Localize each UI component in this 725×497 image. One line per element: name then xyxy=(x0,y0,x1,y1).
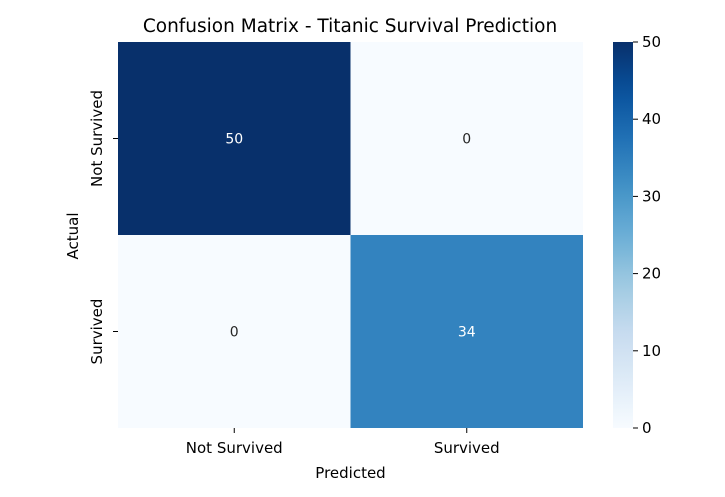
y-axis: Not Survived Survived xyxy=(88,90,118,364)
cell-value-label: 34 xyxy=(458,325,476,341)
cell-value-label: 0 xyxy=(462,132,471,148)
colorbar-gradient xyxy=(613,42,633,428)
heatmap-cell xyxy=(350,42,583,235)
colorbar-tick-label: 50 xyxy=(642,33,661,51)
heatmap-cell xyxy=(118,235,351,428)
cell-value-label: 0 xyxy=(230,325,239,341)
colorbar: 0 10 20 30 40 50 xyxy=(613,33,661,437)
colorbar-tick-label: 10 xyxy=(642,342,661,360)
y-tick-label: Survived xyxy=(88,299,106,365)
heatmap-cell xyxy=(350,235,583,428)
y-tick-label: Not Survived xyxy=(88,90,106,187)
x-tick-label: Survived xyxy=(434,439,500,457)
heatmap-cell xyxy=(118,42,351,235)
heatmap-cells: 50 0 0 34 xyxy=(118,42,583,428)
chart-title: Confusion Matrix - Titanic Survival Pred… xyxy=(143,16,557,37)
colorbar-tick-label: 40 xyxy=(642,110,661,128)
x-axis: Not Survived Survived xyxy=(186,428,500,457)
y-axis-label: Actual xyxy=(64,213,82,260)
colorbar-tick-label: 20 xyxy=(642,265,661,283)
colorbar-tick-label: 30 xyxy=(642,187,661,205)
colorbar-tick-label: 0 xyxy=(642,419,652,437)
cell-value-label: 50 xyxy=(225,132,243,148)
x-tick-label: Not Survived xyxy=(186,439,283,457)
x-axis-label: Predicted xyxy=(315,464,385,482)
